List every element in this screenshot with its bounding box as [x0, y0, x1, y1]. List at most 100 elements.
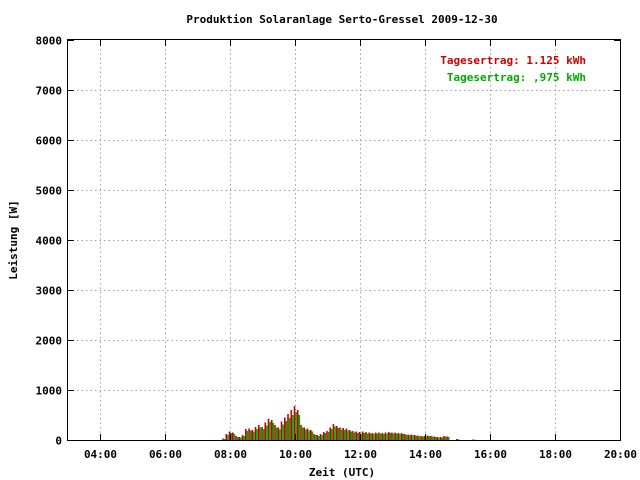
bar-green: [243, 436, 245, 440]
bar-red: [257, 425, 260, 440]
bar-green: [405, 435, 408, 440]
bar-red: [225, 434, 228, 440]
bar-green: [399, 434, 401, 440]
bar-red: [426, 435, 429, 440]
bar-green: [363, 433, 366, 440]
bar-red: [404, 434, 406, 440]
bar-green: [253, 431, 255, 440]
bar-red: [322, 432, 325, 440]
bar-red: [361, 431, 364, 440]
bar-green: [360, 433, 362, 440]
bar-red: [423, 436, 426, 440]
bar-green: [376, 433, 379, 440]
y-tick-label: 8000: [36, 35, 63, 48]
bar-green: [230, 433, 232, 440]
bar-red: [433, 436, 435, 440]
bar-green: [331, 429, 333, 440]
bar-red: [371, 433, 374, 440]
bar-green: [379, 433, 382, 440]
y-tick-label: 4000: [36, 235, 63, 248]
bar-green: [369, 433, 372, 440]
bar-red: [439, 437, 442, 440]
bar-red: [238, 437, 241, 440]
x-tick-label: 04:00: [84, 448, 117, 461]
bar-green: [344, 430, 346, 440]
legend-entry: Tagesertrag: 1.125 kWh: [440, 54, 586, 67]
bar-green: [441, 437, 444, 440]
bar-red: [303, 427, 306, 440]
bar-green: [340, 429, 343, 440]
bar-red: [267, 419, 270, 440]
bar-green: [389, 433, 392, 440]
chart-title: Produktion Solaranlage Serto-Gressel 200…: [186, 13, 497, 26]
y-tick-label: 3000: [36, 285, 63, 298]
bar-red: [394, 432, 396, 440]
bar-red: [430, 436, 432, 440]
bar-green: [233, 434, 236, 440]
bar-green: [240, 437, 242, 440]
bar-green: [295, 412, 297, 440]
bar-green: [321, 435, 323, 440]
bar-red: [358, 432, 361, 440]
bar-red: [374, 432, 377, 440]
bar-green: [285, 421, 288, 440]
bar-green: [256, 429, 258, 440]
bar-green: [431, 436, 434, 440]
x-tick-label: 20:00: [604, 448, 637, 461]
bar-red: [283, 417, 286, 440]
bar-red: [280, 421, 283, 440]
bar-green: [262, 429, 265, 440]
bar-red: [378, 432, 380, 440]
bar-green: [279, 429, 281, 440]
grid: [68, 40, 620, 440]
bar-green: [327, 432, 330, 440]
bar-green: [447, 437, 450, 440]
bar-red: [228, 431, 231, 440]
bar-red: [339, 427, 341, 440]
bar-green: [356, 433, 359, 440]
bar-green: [324, 433, 327, 440]
bar-red: [397, 433, 400, 440]
bar-red: [251, 430, 254, 440]
bar-green: [418, 436, 421, 440]
bar-green: [246, 431, 249, 440]
bar-red: [248, 428, 250, 440]
bar-green: [282, 424, 284, 440]
bar-red: [232, 432, 234, 440]
bar-red: [326, 431, 328, 440]
bar-red: [384, 432, 387, 440]
bar-red: [296, 410, 299, 440]
bar-red: [420, 436, 422, 440]
bar-green: [353, 432, 356, 440]
y-axis-label: Leistung [W]: [7, 200, 20, 279]
bar-red: [413, 435, 416, 440]
bar-green: [269, 422, 271, 440]
bar-red: [400, 433, 403, 440]
bar-green: [318, 436, 320, 440]
y-tick-label: 1000: [36, 385, 63, 398]
bar-green: [311, 431, 314, 440]
bar-red: [456, 439, 458, 440]
bar-red: [254, 427, 257, 440]
bar-red: [335, 426, 338, 440]
bar-green: [412, 435, 414, 440]
bar-green: [266, 425, 268, 440]
y-tick-label: 0: [55, 435, 62, 448]
bar-green: [275, 427, 278, 440]
x-tick-label: 10:00: [279, 448, 312, 461]
plot-frame: [67, 39, 621, 441]
x-tick-label: 12:00: [344, 448, 377, 461]
bar-red: [300, 425, 302, 440]
bar-green: [402, 434, 405, 440]
bar-red: [387, 432, 390, 440]
bar-red: [436, 437, 439, 440]
bar-red: [348, 430, 351, 440]
bar-green: [421, 436, 424, 440]
bar-red: [270, 420, 273, 440]
bar-green: [415, 435, 418, 440]
bar-green: [227, 435, 229, 440]
y-tick-label: 5000: [36, 185, 63, 198]
bar-green: [305, 429, 307, 440]
bar-red: [319, 434, 322, 440]
bar-red: [316, 435, 319, 440]
